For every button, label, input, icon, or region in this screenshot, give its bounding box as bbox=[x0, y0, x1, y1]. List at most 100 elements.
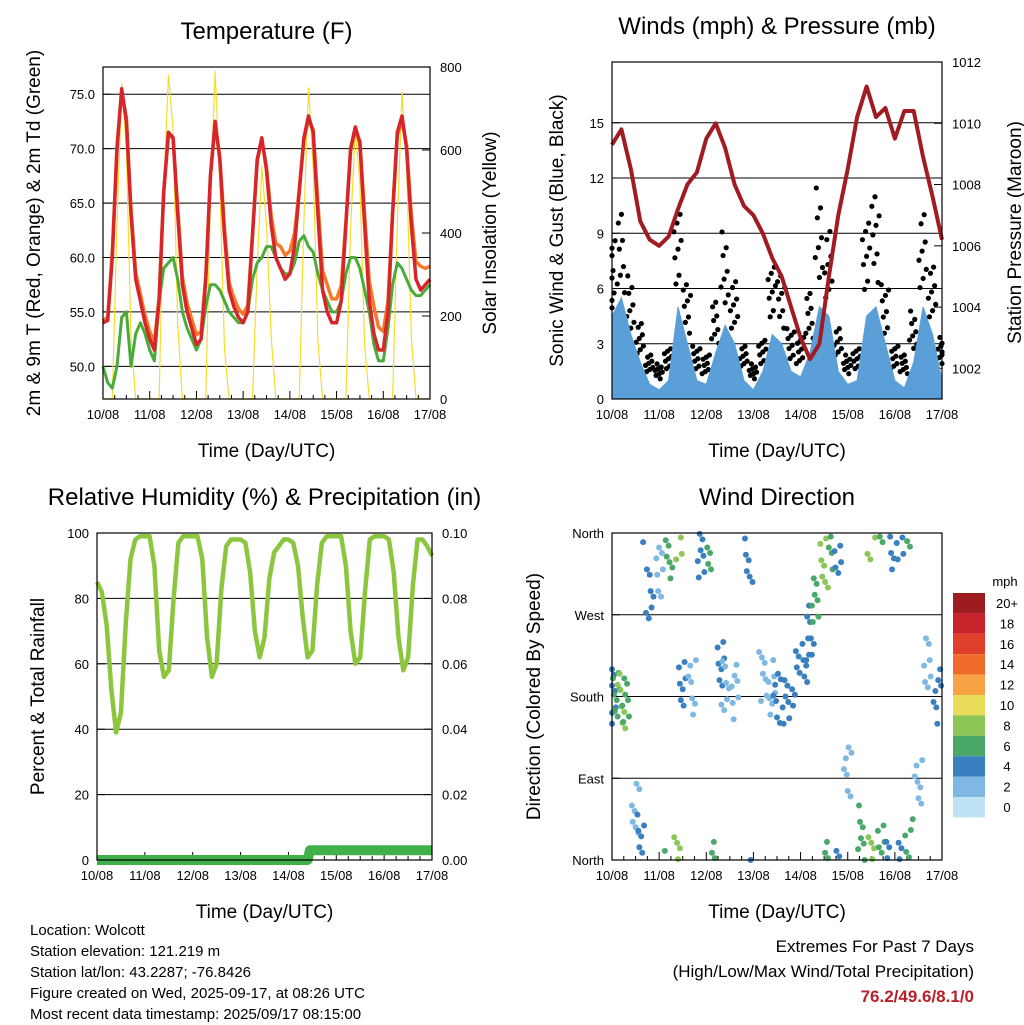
gust-point bbox=[836, 326, 842, 332]
gust-point bbox=[876, 213, 882, 219]
gust-point bbox=[672, 255, 678, 261]
gust-point bbox=[690, 343, 696, 349]
direction-point bbox=[676, 845, 683, 852]
x-tick-label: 12/08 bbox=[176, 868, 209, 883]
direction-point bbox=[909, 816, 916, 823]
gust-point bbox=[926, 314, 933, 320]
direction-point bbox=[925, 640, 932, 647]
gust-point bbox=[884, 325, 891, 331]
direction-point bbox=[707, 549, 714, 556]
direction-point bbox=[636, 844, 643, 851]
direction-point bbox=[894, 556, 901, 563]
direction-point bbox=[617, 687, 624, 694]
gust-point bbox=[894, 361, 900, 367]
plot-frame bbox=[102, 66, 431, 400]
gust-point bbox=[768, 270, 774, 276]
series-pressure bbox=[610, 84, 944, 362]
x-tick-label: 16/08 bbox=[879, 407, 912, 422]
gust-point bbox=[829, 278, 835, 284]
gust-point bbox=[675, 246, 681, 252]
gust-point bbox=[813, 185, 819, 191]
direction-point bbox=[634, 811, 641, 818]
direction-point bbox=[658, 549, 665, 556]
gust-point bbox=[833, 329, 839, 335]
gust-point bbox=[865, 278, 871, 284]
direction-point bbox=[636, 786, 643, 793]
gust-point bbox=[812, 254, 818, 261]
y-tick-label: 0 bbox=[82, 853, 89, 868]
series-wind bbox=[611, 296, 943, 400]
direction-point bbox=[730, 716, 737, 723]
direction-point bbox=[803, 657, 810, 664]
direction-point bbox=[822, 849, 829, 856]
direction-point bbox=[625, 713, 632, 720]
x-tick-label: 11/08 bbox=[129, 868, 161, 883]
direction-point bbox=[673, 556, 680, 563]
y-tick-label: 75.0 bbox=[70, 87, 95, 102]
direction-point bbox=[735, 694, 742, 701]
legend-label: 16 bbox=[1000, 637, 1014, 652]
direction-point bbox=[616, 670, 623, 677]
direction-point bbox=[848, 749, 855, 756]
direction-point bbox=[643, 566, 650, 573]
y-tick-label: 12 bbox=[590, 171, 604, 186]
direction-point bbox=[782, 693, 789, 700]
gust-point bbox=[765, 276, 771, 283]
gust-point bbox=[711, 317, 717, 324]
direction-point bbox=[814, 597, 821, 604]
gust-point bbox=[687, 292, 694, 299]
legend-swatch bbox=[953, 776, 985, 797]
plot-frame bbox=[611, 61, 943, 400]
gust-point bbox=[731, 319, 738, 325]
y-tick-label: North bbox=[572, 526, 604, 541]
y2-tick-label: 1006 bbox=[952, 239, 981, 254]
y2-tick-label: 400 bbox=[440, 226, 462, 241]
y2-tick-label: 0.04 bbox=[442, 722, 467, 737]
direction-point bbox=[697, 547, 704, 554]
direction-point bbox=[803, 662, 810, 669]
gust-point bbox=[625, 273, 631, 279]
gust-point bbox=[682, 319, 688, 325]
direction-point bbox=[935, 677, 942, 684]
x-tick-label: 17/08 bbox=[416, 868, 449, 883]
direction-point bbox=[810, 575, 817, 582]
direction-point bbox=[933, 704, 940, 711]
y-tick-label: 55.0 bbox=[70, 305, 95, 320]
direction-point bbox=[648, 604, 655, 611]
extremes-values: 76.2/49.6/8.1/0 bbox=[860, 987, 974, 1006]
direction-point bbox=[765, 678, 772, 685]
gust-point bbox=[640, 343, 646, 349]
x-tick-label: 12/08 bbox=[180, 407, 213, 422]
direction-point bbox=[856, 802, 863, 809]
legend-swatch bbox=[953, 735, 985, 757]
gust-point bbox=[929, 308, 936, 314]
direction-point bbox=[774, 670, 781, 677]
gust-point bbox=[715, 327, 721, 333]
y-tick-label: 100 bbox=[67, 526, 89, 541]
gust-point bbox=[697, 346, 703, 352]
direction-point bbox=[869, 856, 876, 863]
direction-point bbox=[749, 579, 756, 586]
direction-point bbox=[621, 708, 628, 715]
panel-title: Wind Direction bbox=[699, 484, 855, 511]
created-text: Figure created on Wed, 2025-09-17, at 08… bbox=[30, 985, 365, 1002]
direction-point bbox=[913, 762, 920, 769]
gust-point bbox=[611, 290, 617, 296]
gust-point bbox=[878, 282, 884, 288]
legend-label: 18 bbox=[1000, 616, 1014, 631]
direction-point bbox=[659, 566, 666, 573]
x-tick-label: 17/08 bbox=[414, 407, 447, 422]
gust-point bbox=[683, 282, 689, 288]
direction-point bbox=[625, 697, 632, 704]
gust-point bbox=[819, 264, 826, 271]
gust-point bbox=[610, 267, 616, 274]
x-axis-label: Time (Day/UTC) bbox=[708, 441, 846, 462]
gust-point bbox=[673, 281, 679, 287]
direction-point bbox=[836, 853, 843, 860]
gust-point bbox=[748, 361, 754, 367]
x-tick-label: 12/08 bbox=[690, 407, 723, 422]
direction-point bbox=[822, 579, 829, 586]
x-tick-label: 16/08 bbox=[879, 868, 912, 883]
gust-point bbox=[910, 333, 916, 339]
direction-point bbox=[904, 538, 911, 545]
